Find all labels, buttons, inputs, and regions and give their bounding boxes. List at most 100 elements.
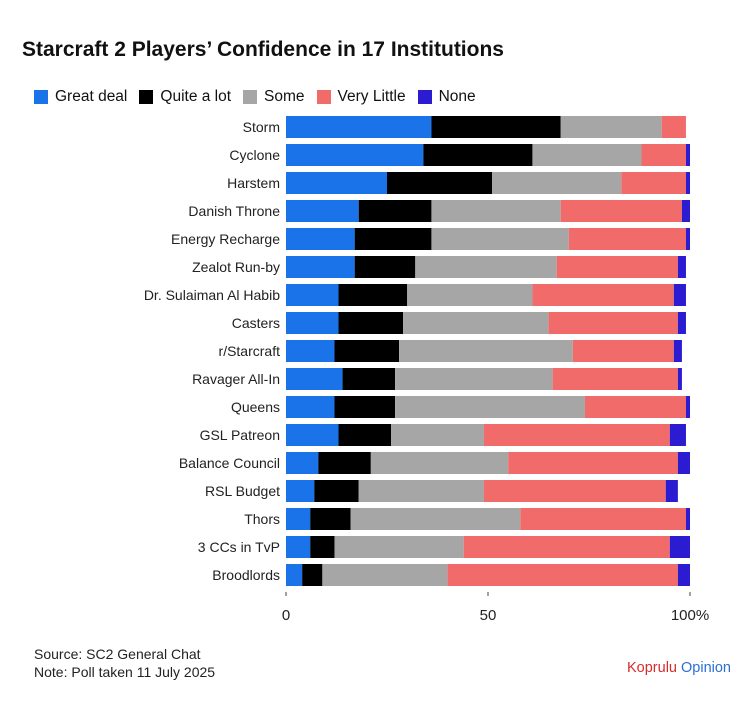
category-label: Harstem [227,175,280,191]
bar-segment [310,536,335,558]
legend-item: Great deal [34,88,127,106]
bar-segment [286,480,315,502]
category-label: Energy Recharge [171,231,280,247]
legend-swatch [243,90,258,104]
bar-segment [286,200,359,222]
bar-segment [338,284,408,306]
bar-segment [685,396,690,418]
bar-segment [338,424,392,446]
bar-segment [387,172,493,194]
bar-segment [556,256,678,278]
legend-item: Some [243,88,305,106]
bar-segment [399,340,573,362]
bar-segment [673,340,682,362]
bar-segment [447,564,678,586]
legend-label: Very Little [337,88,406,105]
brand-part1: Koprulu [627,660,677,676]
brand-part2: Opinion [681,660,731,676]
bar-segment [302,564,323,586]
bar-segment [286,508,311,530]
category-label: Zealot Run-by [192,259,280,275]
bar-segment [685,172,690,194]
bar-segment [669,424,686,446]
category-label: Cyclone [229,147,280,163]
bar-segment [286,284,339,306]
bar-segment [532,144,642,166]
bar-segment [334,396,396,418]
legend-item: Very Little [316,88,406,106]
bar-segment [318,452,371,474]
category-label: Queens [231,399,280,415]
bar-segment [685,228,690,250]
bar-segment [677,256,686,278]
bar-segment [463,536,670,558]
bar-segment [520,508,686,530]
bar-segment [431,228,569,250]
category-label: RSL Budget [205,483,280,499]
bar-segment [431,200,561,222]
legend-label: None [438,88,476,105]
legend-label: Some [264,88,305,105]
bar-segment [621,172,686,194]
bar-segment [338,312,404,334]
bar-segment [572,340,674,362]
bar-segment [403,312,549,334]
bar-segment [584,396,686,418]
bar-segment [508,452,678,474]
bar-segment [358,480,484,502]
bar-segment [370,452,509,474]
bar-segment [395,368,553,390]
bar-segment [568,228,686,250]
bar-segment [350,508,521,530]
poll-note: Note: Poll taken 11 July 2025 [34,664,216,680]
category-label: Broodlords [212,567,280,583]
bar-segment [548,312,678,334]
bar-segment [665,480,678,502]
legend-label: Quite a lot [160,88,232,105]
bar-segment [685,508,690,530]
category-label: Casters [232,315,280,331]
bar-segment [483,480,666,502]
legend-swatch [139,90,154,104]
bar-segment [407,284,533,306]
bar-segment [552,368,678,390]
legend-swatch [316,90,331,104]
category-label: 3 CCs in TvP [198,539,280,555]
bar-segment [415,256,557,278]
bar-segment [286,396,335,418]
bar-segment [677,312,686,334]
category-label: GSL Patreon [200,427,280,443]
legend: Great deal Quite a lot Some Very Little None [34,88,488,106]
bar-segment [431,116,561,138]
legend-swatch [34,90,48,104]
bar-segment [677,564,690,586]
bar-segment [286,564,303,586]
legend-item: None [417,88,476,106]
bar-segment [532,284,674,306]
bar-segment [286,368,343,390]
x-tick-label: 0 [282,607,290,624]
legend-label: Great deal [55,88,128,105]
bar-segment [641,144,686,166]
category-label: r/Starcraft [219,343,281,359]
bar-segment [358,200,432,222]
category-label: Thors [244,511,280,527]
bar-segment [681,200,690,222]
category-label: Ravager All-In [192,371,280,387]
bar-segment [483,424,670,446]
bar-segment [677,452,690,474]
bar-segment [286,172,387,194]
brand-logo: Koprulu Opinion [627,660,731,676]
bar-segment [685,144,690,166]
bar-segment [354,228,432,250]
bar-segment [677,368,682,390]
legend-swatch [417,90,432,104]
bar-segment [354,256,416,278]
bar-segment [560,200,682,222]
bar-segment [314,480,359,502]
bar-segment [286,256,355,278]
legend-item: Quite a lot [139,88,231,106]
category-label: Danish Throne [188,203,280,219]
bar-segment [310,508,351,530]
